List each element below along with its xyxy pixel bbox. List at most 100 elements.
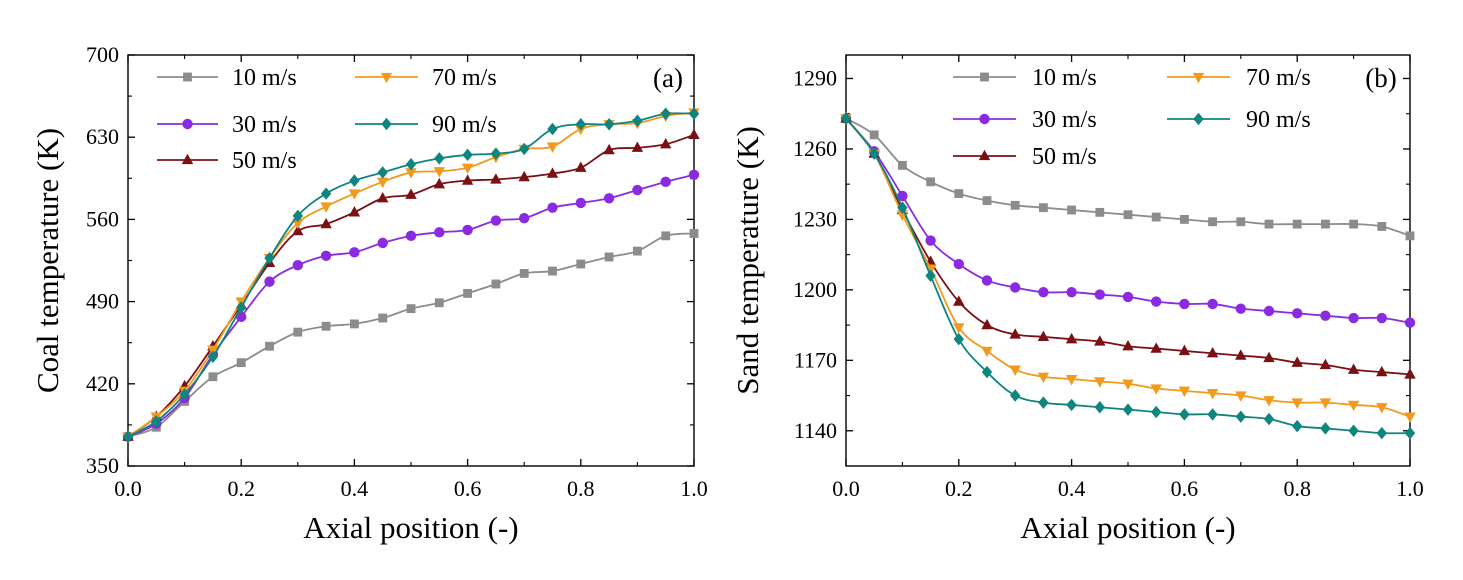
- sand-point-50-m-s: [981, 318, 993, 330]
- coal-point-30-m-s: [320, 250, 332, 262]
- coal-y-tick-label: 630: [86, 124, 119, 149]
- coal-point-10-m-s: [349, 319, 359, 329]
- sand-point-90-m-s: [1179, 408, 1190, 421]
- coal-y-tick-label: 350: [86, 453, 119, 478]
- sand-y-tick-label: 1290: [793, 65, 837, 90]
- coal-point-50-m-s: [688, 128, 700, 140]
- coal-point-30-m-s: [292, 259, 303, 271]
- sand-point-30-m-s: [1376, 312, 1388, 324]
- sand-point-50-m-s: [1065, 332, 1078, 344]
- coal-point-90-m-s: [377, 166, 388, 179]
- sand-point-10-m-s: [869, 130, 879, 140]
- coal-point-70-m-s: [292, 218, 304, 230]
- coal-point-30-m-s: [660, 176, 671, 188]
- coal-point-90-m-s: [179, 388, 190, 401]
- sand-point-10-m-s: [1151, 212, 1161, 222]
- coal-point-70-m-s: [461, 163, 474, 174]
- coal-point-30-m-s: [264, 276, 275, 287]
- sand-x-tick-label: 0.6: [1171, 476, 1199, 501]
- sand-point-90-m-s: [1376, 426, 1387, 440]
- sand-point-50-m-s: [1235, 349, 1247, 360]
- coal-point-30-m-s: [688, 169, 700, 180]
- coal-point-30-m-s: [632, 184, 643, 196]
- coal-legend-marker: [182, 118, 193, 130]
- sand-legend-label: 30 m/s: [1032, 107, 1097, 133]
- coal-point-10-m-s: [576, 259, 586, 269]
- sand-point-10-m-s: [1123, 210, 1133, 220]
- sand-point-70-m-s: [953, 323, 965, 334]
- coal-series-line-10-m-s: [127, 232, 695, 438]
- coal-point-50-m-s: [461, 174, 474, 185]
- sand-point-50-m-s: [1150, 342, 1162, 353]
- sand-y-tick-label: 1170: [794, 347, 837, 372]
- coal-point-70-m-s: [433, 167, 446, 178]
- sand-x-axis-label: Axial position (-): [1020, 510, 1235, 545]
- coal-point-50-m-s: [433, 177, 446, 189]
- sand-x-tick-label: 0.0: [832, 476, 860, 501]
- coal-point-10-m-s: [604, 252, 614, 262]
- sand-legend-10-m-s: 10 m/s: [953, 65, 1097, 91]
- sand-point-70-m-s: [1235, 391, 1247, 402]
- sand-x-tick-label: 0.2: [945, 476, 973, 501]
- sand-point-70-m-s: [1150, 384, 1162, 395]
- coal-point-10-m-s: [463, 288, 473, 298]
- sand-point-70-m-s: [1404, 412, 1416, 423]
- sand-point-90-m-s: [925, 269, 936, 283]
- sand-legend-70-m-s: 70 m/s: [1167, 65, 1311, 91]
- coal-point-10-m-s: [632, 246, 642, 256]
- sand-point-30-m-s: [1122, 291, 1134, 303]
- sand-point-50-m-s: [1263, 351, 1275, 363]
- sand-point-70-m-s: [1094, 377, 1106, 388]
- coal-point-10-m-s: [661, 231, 671, 241]
- sand-point-90-m-s: [1151, 405, 1162, 419]
- sand-point-70-m-s: [1319, 398, 1332, 409]
- sand-point-90-m-s: [1292, 419, 1303, 433]
- coal-point-70-m-s: [546, 142, 559, 153]
- sand-series-70-m-s: [840, 114, 1416, 423]
- coal-panel-label: (a): [653, 63, 683, 93]
- coal-x-tick-label: 0.8: [567, 476, 595, 501]
- coal-point-90-m-s: [660, 107, 671, 120]
- sand-point-30-m-s: [1151, 296, 1162, 307]
- sand-legend-label: 50 m/s: [1032, 144, 1097, 170]
- sand-point-50-m-s: [953, 295, 965, 306]
- sand-point-90-m-s: [981, 365, 993, 379]
- sand-point-50-m-s: [1037, 330, 1050, 341]
- sand-point-50-m-s: [1094, 335, 1106, 346]
- sand-point-50-m-s: [1347, 363, 1360, 374]
- sand-point-30-m-s: [1320, 310, 1331, 321]
- coal-point-90-m-s: [320, 187, 332, 200]
- sand-panel-label: (b): [1365, 63, 1396, 93]
- coal-point-10-m-s: [378, 313, 388, 323]
- sand-y-tick-label: 1140: [794, 418, 837, 443]
- sand-point-30-m-s: [1207, 298, 1218, 310]
- coal-point-90-m-s: [151, 415, 162, 428]
- sand-point-10-m-s: [1038, 203, 1048, 213]
- sand-point-50-m-s: [1178, 344, 1191, 356]
- sand-point-50-m-s: [1291, 356, 1303, 367]
- coal-point-90-m-s: [632, 114, 643, 127]
- sand-point-10-m-s: [926, 177, 936, 187]
- sand-point-10-m-s: [1349, 219, 1359, 229]
- sand-point-50-m-s: [1206, 347, 1219, 358]
- coal-y-tick-label: 560: [86, 206, 119, 231]
- coal-point-50-m-s: [292, 224, 304, 236]
- sand-point-30-m-s: [1066, 287, 1077, 298]
- coal-point-10-m-s: [265, 341, 274, 351]
- coal-point-90-m-s: [122, 430, 134, 443]
- coal-point-30-m-s: [349, 247, 360, 258]
- sand-point-10-m-s: [1236, 217, 1246, 227]
- coal-point-90-m-s: [236, 301, 247, 314]
- coal-point-10-m-s: [321, 321, 331, 331]
- sand-point-10-m-s: [1320, 219, 1330, 229]
- sand-legend-marker: [978, 149, 991, 161]
- coal-point-10-m-s: [293, 327, 303, 337]
- coal-point-50-m-s: [518, 170, 530, 182]
- sand-point-70-m-s: [1206, 389, 1219, 400]
- sand-point-90-m-s: [897, 201, 908, 214]
- coal-point-50-m-s: [603, 143, 615, 155]
- sand-point-90-m-s: [869, 147, 880, 160]
- coal-legend-label: 50 m/s: [232, 148, 297, 174]
